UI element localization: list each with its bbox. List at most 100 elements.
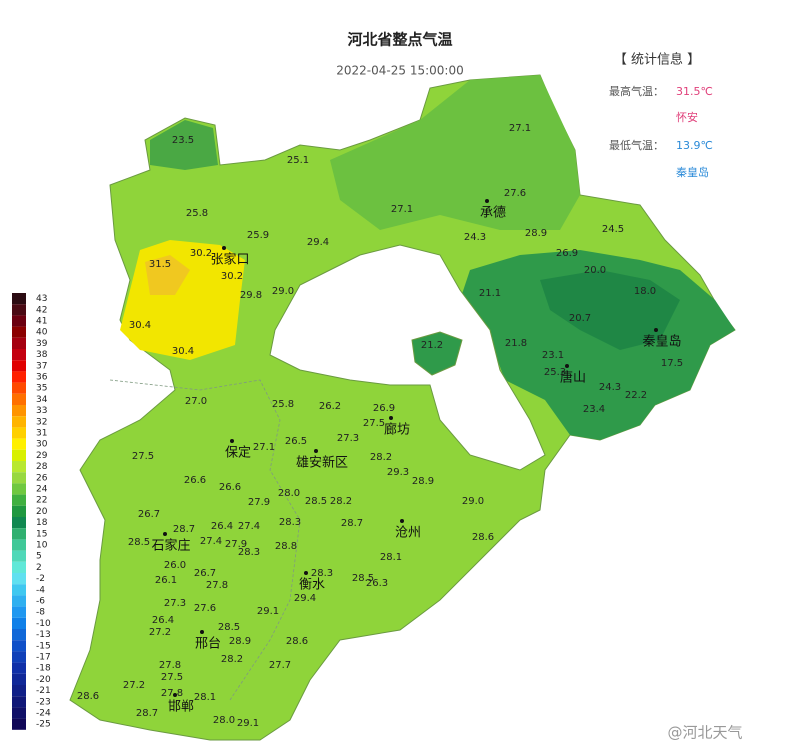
temperature: 26.9: [556, 248, 578, 259]
legend-swatch: [12, 505, 26, 517]
city-name: 张家口: [210, 252, 249, 268]
max-value: 31.5℃: [676, 85, 713, 98]
min-place: 秦皇岛: [676, 165, 709, 179]
legend-label: -21: [36, 686, 51, 696]
city-dot: [163, 532, 167, 536]
legend-label: 35: [36, 384, 47, 394]
temperature: 27.8: [206, 580, 228, 591]
legend-label: 24: [36, 485, 48, 495]
temperature: 28.2: [221, 654, 243, 665]
temperature: 28.7: [341, 518, 363, 529]
temperature: 27.9: [225, 539, 247, 550]
city-dot: [400, 519, 404, 523]
temperature: 20.7: [569, 313, 591, 324]
legend-label: 22: [36, 496, 47, 506]
legend-swatch: [12, 371, 26, 383]
legend-swatch: [12, 315, 26, 327]
county-borders: [109, 379, 301, 701]
temperature: 28.5: [352, 573, 374, 584]
legend-label: 31: [36, 429, 47, 439]
legend-swatch: [12, 561, 26, 573]
temperature: 25.9: [247, 230, 269, 241]
stats-panel: 【 统计信息 】 最高气温： 31.5℃ 怀安 最低气温： 13.9℃ 秦皇岛: [609, 52, 713, 180]
legend-label: -23: [36, 697, 51, 707]
legend-swatch: [12, 517, 26, 529]
legend-swatch: [12, 606, 26, 618]
city-name: 雄安新区: [296, 455, 348, 471]
legend-label: -2: [36, 574, 45, 584]
temperature: 28.7: [136, 708, 158, 719]
temperature: 24.3: [464, 232, 486, 243]
legend-label: -4: [36, 585, 45, 595]
temperature: 26.7: [194, 568, 216, 579]
legend-label: -17: [36, 653, 51, 663]
temperature: 30.4: [129, 320, 151, 331]
legend-swatch: [12, 617, 26, 629]
legend-swatch: [12, 707, 26, 719]
temperature: 26.1: [155, 575, 177, 586]
temperature: 31.5: [149, 259, 171, 270]
legend-label: -18: [36, 664, 51, 674]
city-dot: [654, 328, 658, 332]
legend-swatch: [12, 337, 26, 349]
legend-label: 26: [36, 473, 48, 483]
temperature: 23.5: [172, 135, 194, 146]
legend-swatch: [12, 573, 26, 585]
legend-swatch: [12, 438, 26, 450]
city-dot: [222, 246, 226, 250]
temperature: 29.8: [240, 290, 262, 301]
legend-label: -25: [36, 720, 51, 730]
legend-label: 33: [36, 406, 47, 416]
temperature: 30.2: [221, 271, 243, 282]
temperature: 28.2: [370, 452, 392, 463]
legend-label: 39: [36, 339, 48, 349]
temperature: 26.6: [184, 475, 206, 486]
legend-swatch: [12, 393, 26, 405]
temperature: 25.1: [287, 155, 309, 166]
temperature: 27.6: [194, 603, 216, 614]
temperature: 28.5: [218, 622, 240, 633]
temperature: 27.5: [132, 451, 154, 462]
temperature: 22.2: [625, 390, 647, 401]
legend-label: 28: [36, 462, 48, 472]
temperature: 26.3: [366, 578, 388, 589]
legend-label: 38: [36, 350, 48, 360]
city-name: 保定: [225, 446, 251, 461]
legend-swatch: [12, 293, 26, 305]
temperature: 30.2: [190, 248, 212, 259]
temperature: 29.4: [294, 593, 316, 604]
legend-swatch: [12, 662, 26, 674]
city-name: 石家庄: [151, 538, 190, 554]
legend-swatch: [12, 595, 26, 607]
temperature: 26.4: [152, 615, 174, 626]
city-dot: [173, 693, 177, 697]
legend-swatch: [12, 539, 26, 551]
legend-label: 29: [36, 451, 48, 461]
temperature: 29.3: [387, 467, 409, 478]
legend-label: -20: [36, 675, 51, 685]
legend-swatch: [12, 472, 26, 484]
city-dot: [389, 416, 393, 420]
temperature: 28.9: [525, 228, 547, 239]
legend-swatch: [12, 696, 26, 708]
temperature: 28.5: [128, 537, 150, 548]
legend-label: 41: [36, 317, 47, 327]
temperature: 28.9: [412, 476, 434, 487]
north-cap: [150, 120, 218, 170]
legend-swatch: [12, 405, 26, 417]
temperature: 29.0: [462, 496, 484, 507]
legend-swatch: [12, 528, 26, 540]
temperature: 24.5: [602, 224, 624, 235]
city-name: 唐山: [560, 370, 586, 386]
legend-swatch: [12, 360, 26, 372]
temperature: 27.4: [200, 536, 222, 547]
legend-swatch: [12, 427, 26, 439]
legend-label: 20: [36, 507, 48, 517]
legend-swatch: [12, 349, 26, 361]
temperature: 27.1: [509, 123, 531, 134]
temperature: 26.4: [211, 521, 233, 532]
legend-swatch: [12, 326, 26, 338]
temperature: 28.6: [77, 691, 99, 702]
city-dot: [304, 571, 308, 575]
legend-label: 43: [36, 294, 47, 304]
